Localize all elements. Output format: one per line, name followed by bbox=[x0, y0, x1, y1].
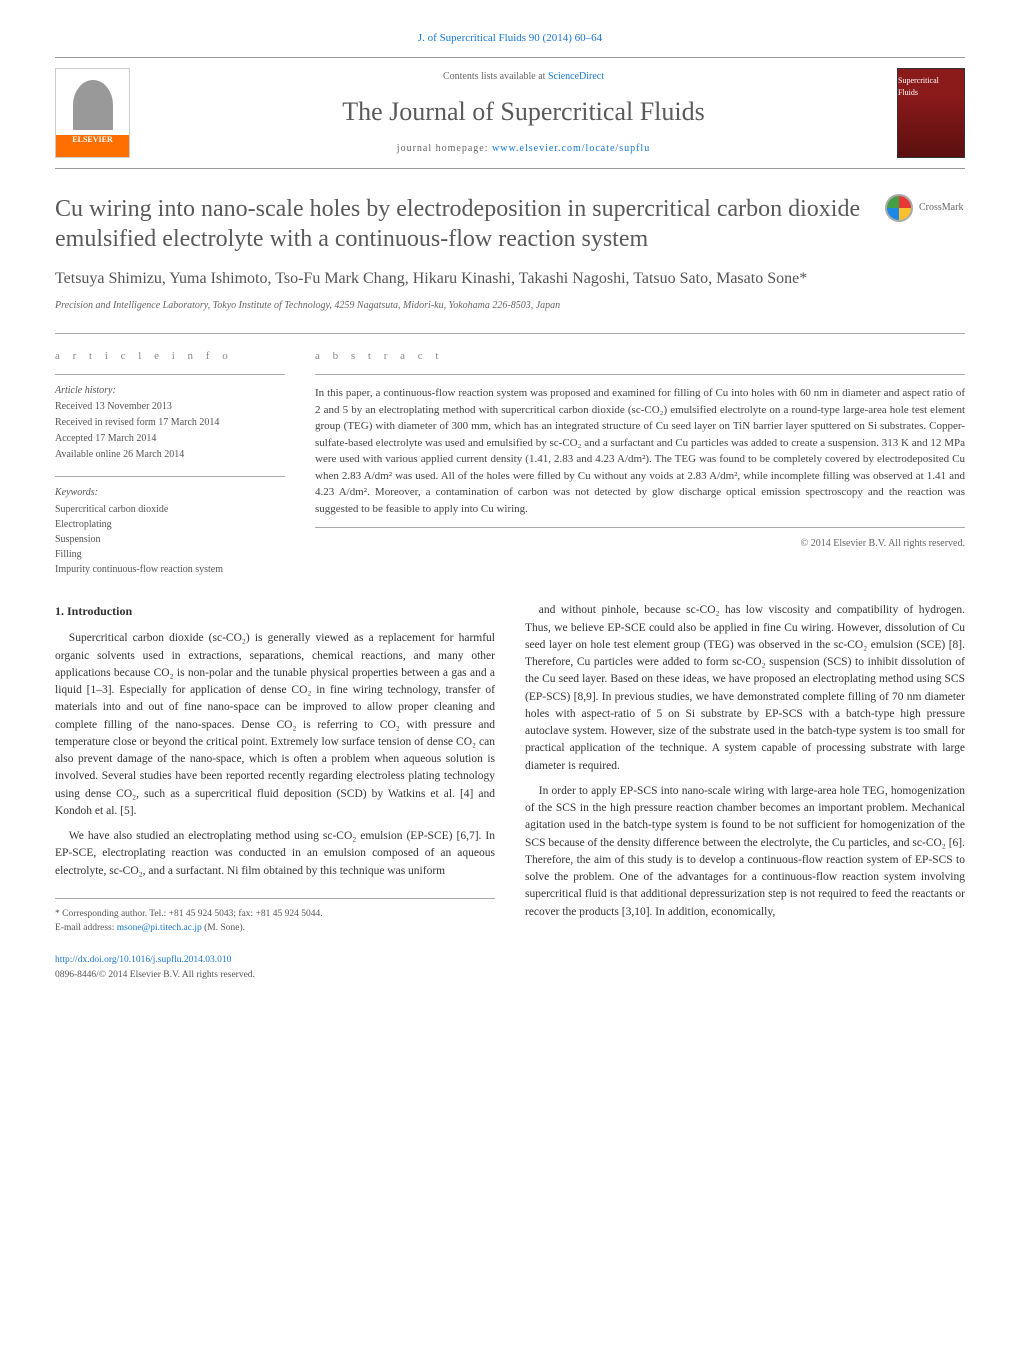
doi-link[interactable]: http://dx.doi.org/10.1016/j.supflu.2014.… bbox=[55, 955, 231, 965]
body-paragraph: Supercritical carbon dioxide (sc-CO₂) is… bbox=[55, 630, 495, 820]
body-paragraph: In order to apply EP-SCS into nano-scale… bbox=[525, 783, 965, 921]
abstract-label: a b s t r a c t bbox=[315, 348, 965, 365]
authors-line: Tetsuya Shimizu, Yuma Ishimoto, Tso-Fu M… bbox=[55, 268, 965, 290]
keyword-item: Filling bbox=[55, 547, 285, 562]
article-info-label: a r t i c l e i n f o bbox=[55, 348, 285, 365]
affiliation-line: Precision and Intelligence Laboratory, T… bbox=[55, 298, 965, 313]
body-columns: 1. Introduction Supercritical carbon dio… bbox=[55, 602, 965, 982]
crossmark-label: CrossMark bbox=[919, 200, 963, 215]
history-online: Available online 26 March 2014 bbox=[55, 447, 285, 462]
email-label: E-mail address: bbox=[55, 923, 117, 933]
homepage-line: journal homepage: www.elsevier.com/locat… bbox=[150, 141, 897, 156]
homepage-label: journal homepage: bbox=[397, 143, 492, 154]
body-column-right: and without pinhole, because sc-CO₂ has … bbox=[525, 602, 965, 982]
info-abstract-row: a r t i c l e i n f o Article history: R… bbox=[55, 333, 965, 578]
keyword-item: Impurity continuous-flow reaction system bbox=[55, 562, 285, 577]
corresponding-phone: * Corresponding author. Tel.: +81 45 924… bbox=[55, 907, 495, 921]
elsevier-logo[interactable]: ELSEVIER bbox=[55, 68, 130, 158]
crossmark-icon bbox=[885, 194, 913, 222]
history-block: Article history: Received 13 November 20… bbox=[55, 374, 285, 462]
sciencedirect-link[interactable]: ScienceDirect bbox=[548, 71, 604, 82]
contents-available-text: Contents lists available at bbox=[443, 71, 548, 82]
homepage-link[interactable]: www.elsevier.com/locate/supflu bbox=[492, 143, 650, 154]
history-heading: Article history: bbox=[55, 383, 285, 398]
keyword-item: Suspension bbox=[55, 532, 285, 547]
keyword-item: Supercritical carbon dioxide bbox=[55, 502, 285, 517]
article-info-column: a r t i c l e i n f o Article history: R… bbox=[55, 348, 285, 578]
banner-center: Contents lists available at ScienceDirec… bbox=[150, 69, 897, 156]
intro-heading: 1. Introduction bbox=[55, 602, 495, 620]
journal-cover-thumb[interactable]: Supercritical Fluids bbox=[897, 68, 965, 158]
article-title: Cu wiring into nano-scale holes by elect… bbox=[55, 194, 865, 254]
journal-name: The Journal of Supercritical Fluids bbox=[150, 92, 897, 131]
abstract-column: a b s t r a c t In this paper, a continu… bbox=[315, 348, 965, 578]
contents-available-line: Contents lists available at ScienceDirec… bbox=[150, 69, 897, 84]
issn-copyright: 0896-8446/© 2014 Elsevier B.V. All right… bbox=[55, 968, 495, 982]
cover-thumb-text: Supercritical Fluids bbox=[898, 75, 960, 99]
abstract-copyright: © 2014 Elsevier B.V. All rights reserved… bbox=[315, 536, 965, 551]
corresponding-email-link[interactable]: msone@pi.titech.ac.jp bbox=[117, 923, 202, 933]
email-author: (M. Sone). bbox=[202, 923, 245, 933]
journal-banner: ELSEVIER Contents lists available at Sci… bbox=[55, 57, 965, 169]
elsevier-tree-icon bbox=[73, 80, 113, 130]
keywords-heading: Keywords: bbox=[55, 485, 285, 500]
body-column-left: 1. Introduction Supercritical carbon dio… bbox=[55, 602, 495, 982]
body-paragraph: and without pinhole, because sc-CO₂ has … bbox=[525, 602, 965, 775]
history-accepted: Accepted 17 March 2014 bbox=[55, 431, 285, 446]
body-paragraph: We have also studied an electroplating m… bbox=[55, 828, 495, 880]
doi-block: http://dx.doi.org/10.1016/j.supflu.2014.… bbox=[55, 953, 495, 982]
history-received: Received 13 November 2013 bbox=[55, 399, 285, 414]
abstract-text: In this paper, a continuous-flow reactio… bbox=[315, 374, 965, 528]
keywords-block: Keywords: Supercritical carbon dioxide E… bbox=[55, 476, 285, 577]
crossmark-badge[interactable]: CrossMark bbox=[885, 194, 965, 222]
corresponding-author-block: * Corresponding author. Tel.: +81 45 924… bbox=[55, 898, 495, 936]
elsevier-label: ELSEVIER bbox=[72, 134, 112, 146]
citation-line: J. of Supercritical Fluids 90 (2014) 60–… bbox=[55, 30, 965, 47]
keyword-item: Electroplating bbox=[55, 517, 285, 532]
history-revised: Received in revised form 17 March 2014 bbox=[55, 415, 285, 430]
